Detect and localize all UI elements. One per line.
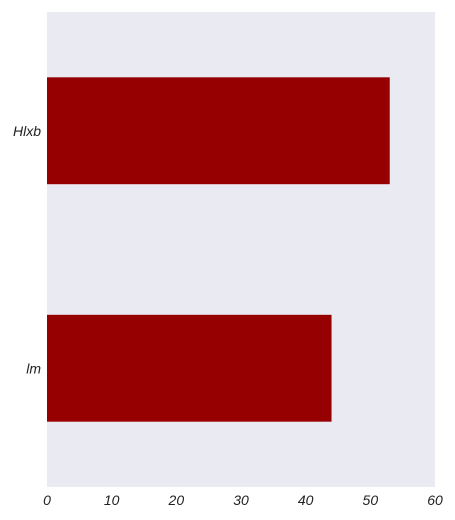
- x-tick-label: 10: [104, 492, 120, 508]
- x-tick-label: 30: [233, 492, 249, 508]
- bar-lm: [47, 315, 332, 422]
- x-tick-label: 0: [43, 492, 51, 508]
- bar-hlxb: [47, 77, 390, 184]
- x-axis-tick-labels: 0 10 20 30 40 50 60: [43, 492, 443, 508]
- category-label-lm: lm: [26, 360, 41, 376]
- x-tick-label: 40: [298, 492, 314, 508]
- x-tick-label: 60: [427, 492, 443, 508]
- category-labels: Hlxb lm: [13, 123, 41, 377]
- x-tick-label: 20: [168, 492, 185, 508]
- category-label-hlxb: Hlxb: [13, 123, 41, 139]
- x-tick-label: 50: [363, 492, 379, 508]
